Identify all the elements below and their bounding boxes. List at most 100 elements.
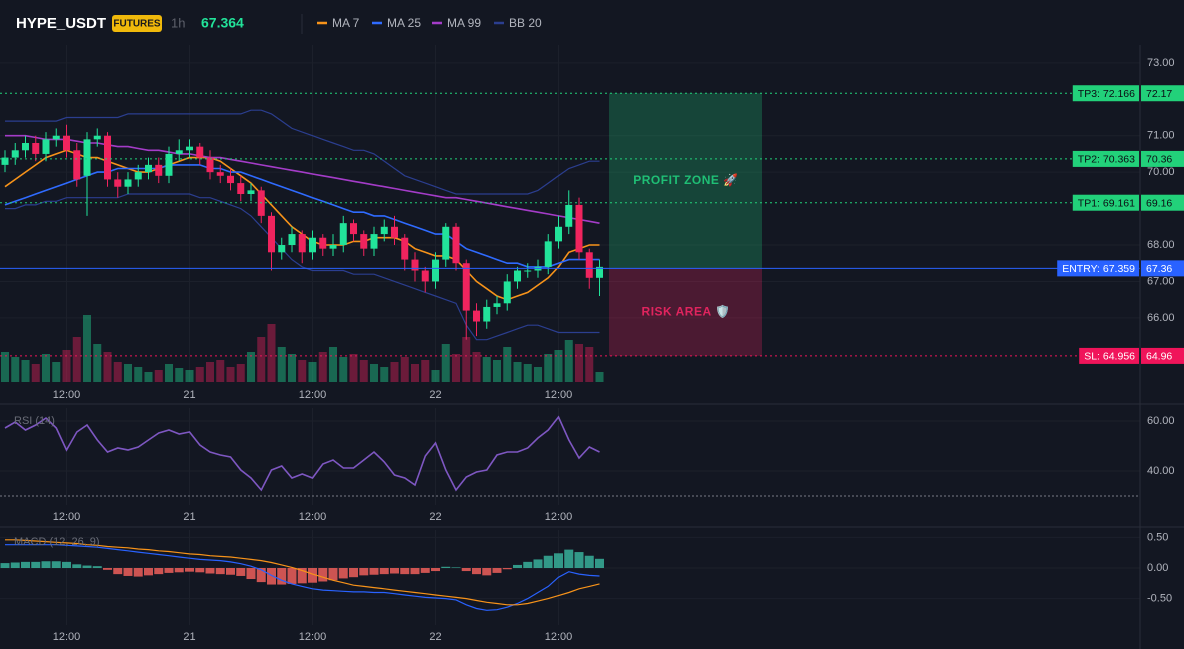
macd-histogram-bar bbox=[226, 568, 235, 575]
volume-bar bbox=[236, 364, 245, 382]
legend-entry: MA 7 bbox=[332, 16, 360, 30]
macd-histogram-bar bbox=[297, 568, 307, 584]
volume-bar bbox=[411, 364, 419, 382]
macd-histogram-bar bbox=[215, 568, 225, 575]
volume-bar bbox=[318, 352, 327, 382]
volume-bar bbox=[62, 350, 71, 382]
interval: 1h bbox=[171, 15, 185, 30]
y-tick-label: 0.50 bbox=[1147, 531, 1168, 543]
macd-histogram-bar bbox=[113, 568, 123, 575]
volume-bar bbox=[472, 352, 481, 382]
pane-title: RSI (14) bbox=[14, 415, 55, 427]
volume-bar bbox=[185, 370, 194, 382]
volume-bar bbox=[247, 352, 255, 382]
macd-histogram-bar bbox=[31, 561, 41, 568]
macd-histogram-bar bbox=[564, 549, 574, 568]
candle-body bbox=[596, 266, 603, 278]
volume-bar bbox=[165, 364, 173, 382]
rsi-line bbox=[4, 415, 600, 492]
y-tick-label: 71.00 bbox=[1147, 130, 1175, 142]
candle-body bbox=[319, 237, 327, 249]
macd-histogram-bar bbox=[492, 568, 502, 573]
x-tick-label: 21 bbox=[183, 389, 195, 401]
macd-histogram-bar bbox=[72, 564, 82, 568]
zone bbox=[609, 93, 762, 269]
macd-histogram-bar bbox=[0, 563, 10, 568]
candle-body bbox=[462, 263, 470, 311]
volume-bar bbox=[493, 360, 501, 382]
last-price: 67.364 bbox=[201, 15, 244, 31]
candle-body bbox=[350, 223, 357, 235]
volume-bar bbox=[534, 367, 542, 382]
macd-histogram-bar bbox=[287, 568, 297, 584]
macd-histogram-bar bbox=[400, 568, 410, 575]
candle-body bbox=[186, 146, 193, 151]
badge-bg bbox=[112, 15, 162, 32]
volume-bar bbox=[124, 364, 132, 382]
volume-bar bbox=[308, 362, 317, 382]
volume-bar bbox=[575, 344, 583, 382]
macd-histogram-bar bbox=[472, 568, 481, 575]
candle-body bbox=[544, 241, 552, 267]
candle-body bbox=[247, 190, 255, 195]
volume-bar bbox=[288, 354, 296, 382]
level-label-bg bbox=[1072, 85, 1139, 102]
candle-body bbox=[22, 143, 29, 151]
macd-histogram-bar bbox=[584, 555, 594, 568]
macd-histogram-bar bbox=[595, 558, 604, 568]
y-tick-label: -0.50 bbox=[1147, 593, 1172, 605]
macd-histogram-bar bbox=[554, 553, 563, 568]
macd-histogram-bar bbox=[431, 568, 440, 572]
candle-body bbox=[432, 259, 439, 282]
candle-body bbox=[585, 252, 593, 278]
volume-bar bbox=[1, 352, 9, 382]
level-label-bg bbox=[1079, 347, 1139, 364]
candle-body bbox=[206, 157, 214, 173]
macd-histogram-bar bbox=[420, 568, 430, 573]
candle-body bbox=[370, 234, 378, 249]
level-label: TP1: 69.161 bbox=[1078, 197, 1135, 209]
macd-histogram-bar bbox=[123, 568, 133, 576]
candle-body bbox=[145, 164, 152, 173]
candle-body bbox=[401, 237, 409, 260]
pane-title: MACD (12, 26, 9) bbox=[14, 536, 100, 548]
y-tick-label: 40.00 bbox=[1147, 465, 1175, 477]
x-tick-label: 12:00 bbox=[545, 511, 573, 523]
volume-bar bbox=[31, 364, 40, 382]
volume-bar bbox=[195, 367, 204, 382]
volume-bar bbox=[42, 354, 50, 382]
candle-body bbox=[278, 245, 286, 253]
macd-histogram-bar bbox=[103, 568, 112, 570]
volume-bar bbox=[462, 337, 471, 382]
candle-body bbox=[575, 204, 583, 253]
macd-histogram-bar bbox=[246, 568, 256, 580]
candle-body bbox=[52, 135, 60, 140]
x-tick-label: 21 bbox=[183, 511, 195, 523]
axis-label-bg bbox=[1141, 260, 1184, 277]
candle-body bbox=[196, 146, 204, 158]
macd-histogram-bar bbox=[359, 568, 369, 576]
x-tick-label: 12:00 bbox=[299, 511, 327, 523]
candle-body bbox=[309, 237, 316, 253]
y-tick-label: 68.00 bbox=[1147, 239, 1175, 251]
x-tick-label: 21 bbox=[183, 631, 195, 643]
candle-body bbox=[421, 270, 429, 282]
legend-entry: MA 25 bbox=[387, 16, 421, 30]
level-label: TP2: 70.363 bbox=[1078, 154, 1135, 166]
volume-bar bbox=[544, 354, 553, 382]
macd-histogram-bar bbox=[185, 568, 194, 572]
macd-histogram-bar bbox=[21, 561, 30, 568]
macd-histogram-bar bbox=[308, 568, 317, 583]
volume-bar bbox=[206, 362, 214, 382]
macd-histogram-bar bbox=[51, 561, 61, 568]
macd-histogram-bar bbox=[461, 568, 471, 572]
candle-body bbox=[93, 135, 101, 140]
macd-histogram-bar bbox=[82, 565, 92, 568]
candle-body bbox=[104, 135, 111, 180]
volume-bar bbox=[113, 362, 122, 382]
volume-bar bbox=[267, 324, 276, 382]
macd-histogram-bar bbox=[144, 568, 153, 576]
volume-bar bbox=[564, 340, 573, 382]
volume-bar bbox=[103, 352, 112, 382]
